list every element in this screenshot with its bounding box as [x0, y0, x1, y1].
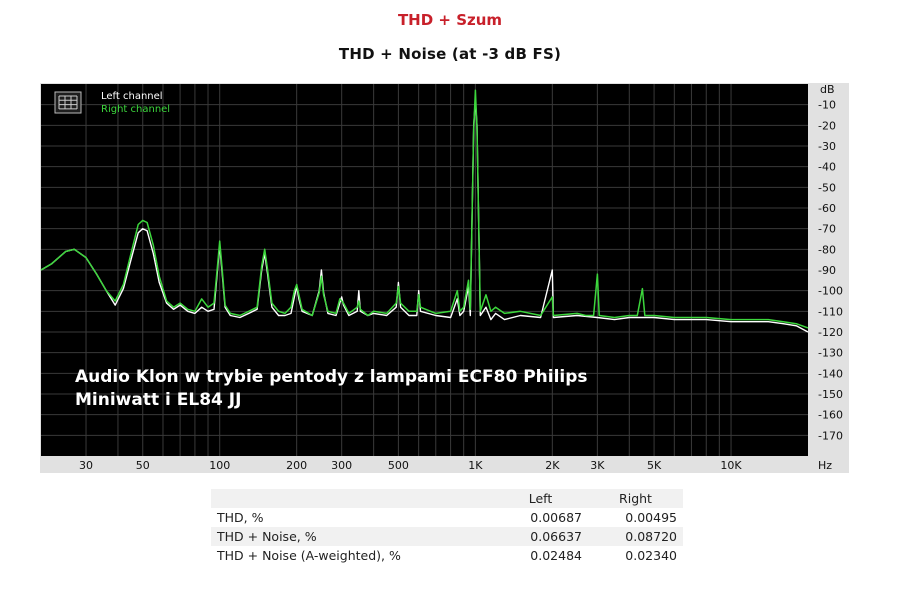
- x-tick-label: 100: [209, 459, 230, 472]
- row-left-value: 0.00687: [530, 510, 582, 525]
- x-tick-label: 50: [136, 459, 150, 472]
- y-tick-label: -50: [818, 181, 836, 194]
- y-tick-label: -110: [818, 305, 843, 318]
- y-tick-label: -120: [818, 326, 843, 339]
- row-label: THD + Noise (A-weighted), %: [217, 548, 401, 563]
- row-right-value: 0.08720: [625, 529, 677, 544]
- stats-header-label: [211, 489, 493, 508]
- y-tick-label: -140: [818, 367, 843, 380]
- page-heading: THD + Szum: [397, 11, 503, 29]
- y-tick-label: -70: [818, 223, 836, 236]
- x-tick-label: 10K: [720, 459, 742, 472]
- y-tick-label: -150: [818, 388, 843, 401]
- legend-icon: [54, 91, 82, 114]
- y-tick-label: -100: [818, 285, 843, 298]
- stats-header-left: Left: [528, 491, 553, 506]
- legend-icon-grid: [58, 95, 78, 110]
- row-label: THD + Noise, %: [217, 529, 317, 544]
- x-tick-label: 2K: [545, 459, 560, 472]
- legend-entry-left: Left channel: [101, 91, 163, 102]
- stats-header-right: Right: [619, 491, 652, 506]
- y-tick-label: -60: [818, 202, 836, 215]
- y-axis-labels: -10 -20 -30 -40 -50 -60 -70 -80 -90 -100 -110 -120 -…: [818, 99, 843, 443]
- row-left-value: 0.02484: [530, 548, 582, 563]
- y-tick-label: -90: [818, 264, 836, 277]
- x-axis-labels: 30 50 100 200 300 500 1K 2K 3K 5K 10K: [79, 459, 742, 472]
- row-right-value: 0.02340: [625, 548, 677, 563]
- y-tick-label: -170: [818, 429, 843, 442]
- x-tick-label: 500: [388, 459, 409, 472]
- table-row: THD + Noise, % 0.06637 0.08720: [211, 527, 683, 546]
- y-tick-label: -40: [818, 161, 836, 174]
- y-tick-label: -20: [818, 119, 836, 132]
- y-unit-label: dB: [820, 83, 835, 96]
- annotation-line-1: Audio Klon w trybie pentody z lampami EC…: [75, 367, 588, 387]
- stats-table: Left Right THD, % 0.00687 0.00495 THD + …: [211, 489, 683, 565]
- x-tick-label: 1K: [468, 459, 483, 472]
- row-left-value: 0.06637: [530, 529, 582, 544]
- table-row: THD + Noise (A-weighted), % 0.02484 0.02…: [211, 546, 683, 565]
- series-line-right: [40, 89, 809, 329]
- series-line-left: [40, 99, 809, 333]
- y-tick-label: -80: [818, 243, 836, 256]
- x-tick-label: 200: [286, 459, 307, 472]
- x-tick-label: 3K: [590, 459, 605, 472]
- row-label: THD, %: [217, 510, 264, 525]
- x-tick-label: 5K: [647, 459, 662, 472]
- grid-lines: [41, 84, 808, 456]
- legend: Left channel Right channel: [54, 91, 170, 115]
- y-tick-label: -10: [818, 99, 836, 112]
- x-tick-label: 300: [331, 459, 352, 472]
- y-tick-label: -130: [818, 347, 843, 360]
- y-tick-label: -30: [818, 140, 836, 153]
- stats-header-row: Left Right: [211, 489, 683, 508]
- y-tick-label: -160: [818, 409, 843, 422]
- legend-entry-right: Right channel: [101, 104, 170, 115]
- x-unit-label: Hz: [818, 459, 832, 472]
- annotation-line-2: Miniwatt i EL84 JJ: [75, 390, 241, 410]
- series-layer: [40, 89, 809, 333]
- row-right-value: 0.00495: [625, 510, 677, 525]
- chart-title: THD + Noise (at -3 dB FS): [338, 45, 562, 63]
- x-tick-label: 30: [79, 459, 93, 472]
- table-row: THD, % 0.00687 0.00495: [211, 508, 683, 527]
